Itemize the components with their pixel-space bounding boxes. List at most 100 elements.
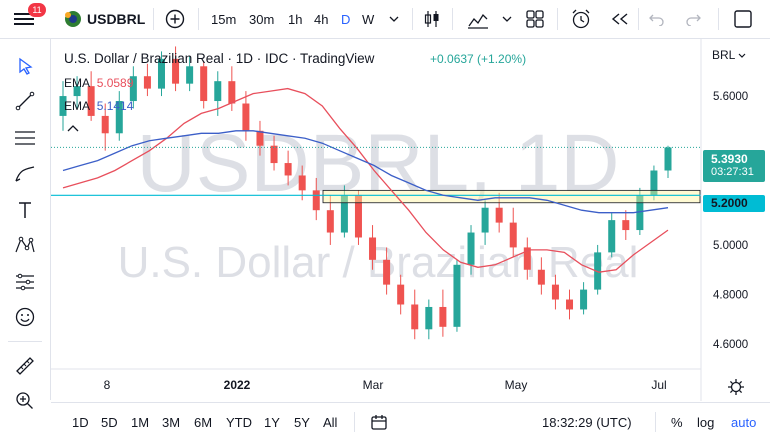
interval-d[interactable]: D [341,11,351,27]
range-5y[interactable]: 5Y [294,414,310,430]
ema-legend-2[interactable]: EMA 5.1414 [64,99,133,113]
date-range-icon[interactable] [370,403,388,441]
range-ytd[interactable]: YTD [226,414,252,430]
ema-2-value: 5.1414 [96,99,134,113]
candle [411,289,419,340]
price-axis[interactable]: 4.6000 4.8000 5.0000 5.6000 [713,91,748,351]
ema-1-label: EMA [64,76,90,90]
clock-time[interactable]: 18:32:29 (UTC) [542,414,632,430]
candle [523,237,531,280]
candle [143,63,151,97]
interval-1h[interactable]: 1h [288,11,303,27]
emoji-icon[interactable] [13,305,37,329]
range-1y[interactable]: 1Y [264,414,280,430]
undo-icon[interactable] [648,0,666,38]
y-tick-label: 4.8000 [713,290,748,302]
range-6m[interactable]: 6M [194,414,213,430]
log-toggle[interactable]: log [697,414,715,430]
chevron-down-icon[interactable] [502,0,512,38]
forecast-icon[interactable] [13,269,37,293]
x-tick-label: 2022 [224,378,251,392]
currency-selector[interactable]: BRL [712,48,746,62]
time-axis[interactable]: 8 2022 Mar May Jul [104,378,667,392]
ema-legend-1[interactable]: EMA 5.0589 [64,76,133,90]
candle [594,244,602,295]
price-chart[interactable]: USDBRL, 1D U.S. Dollar / Brazilian Real … [51,39,770,401]
candle [495,192,503,233]
cursor-icon[interactable] [13,54,37,78]
interval-4h[interactable]: 4h [314,11,329,27]
watermark-name: U.S. Dollar / Brazilian Real [118,238,639,287]
candle [326,195,334,245]
axis-settings-icon[interactable] [728,379,744,395]
y-tick-label: 5.6000 [713,91,748,103]
candle [467,225,475,275]
auto-toggle[interactable]: auto [731,414,757,430]
interval-15m[interactable]: 15m [211,11,237,27]
top-toolbar: 11 USDBRL 15m 30m 1h 4h D W [0,0,770,39]
candle [172,46,180,92]
y-tick-label: 4.6000 [713,339,748,351]
ruler-icon[interactable] [13,354,37,378]
candle [73,76,81,109]
symbol-flag-icon [64,0,82,38]
support-zone [322,189,701,204]
candle [186,56,194,92]
trend-line-icon[interactable] [13,89,37,113]
redo-icon[interactable] [684,0,702,38]
candle [664,145,672,178]
candle [129,66,137,109]
candle [157,51,165,97]
menu-icon[interactable] [14,0,34,38]
candles-layer [59,46,672,340]
collapse-legend-icon[interactable] [66,120,80,138]
range-all[interactable]: All [323,414,338,430]
zoom-in-icon[interactable] [13,389,37,413]
x-tick-label: 8 [104,378,111,392]
candle [425,299,433,340]
fullscreen-icon[interactable] [733,0,753,38]
text-tool-icon[interactable] [13,198,37,222]
fib-lines-icon[interactable] [13,126,37,150]
layout-grid-icon[interactable] [525,0,545,38]
candle [453,259,461,332]
currency-label: BRL [712,48,736,62]
candle [439,289,447,337]
drawing-toolbar [0,39,51,409]
symbol-search[interactable]: USDBRL [87,11,146,27]
candle [298,165,306,201]
range-1d[interactable]: 1D [72,414,89,430]
last-price-value: 5.3930 [711,152,748,166]
replay-icon[interactable] [610,0,630,38]
interval-w[interactable]: W [362,11,375,27]
candle [284,150,292,186]
candle [200,61,208,109]
range-1m[interactable]: 1M [131,414,150,430]
chevron-down-icon[interactable] [389,0,399,38]
alert-clock-icon[interactable] [570,0,592,38]
candles-icon[interactable] [423,0,441,38]
ema-2-label: EMA [64,99,90,113]
percent-toggle[interactable]: % [671,414,683,430]
chart-title: U.S. Dollar / Brazilian Real · 1D · IDC … [64,51,375,66]
indicators-icon[interactable] [467,0,489,38]
add-compare-icon[interactable] [165,0,185,38]
pattern-icon[interactable] [13,233,37,257]
interval-30m[interactable]: 30m [249,11,275,27]
chevron-down-icon [738,53,746,58]
candle [354,190,362,245]
candle [340,185,348,238]
candle [312,177,320,221]
candle [270,135,278,171]
y-tick-label: 5.0000 [713,240,748,252]
ema-slow-line [62,130,669,214]
candle [566,289,574,320]
candle [242,91,250,141]
range-3m[interactable]: 3M [162,414,181,430]
candle [383,247,391,295]
candle [256,120,264,156]
brush-icon[interactable] [13,162,37,186]
x-tick-label: May [505,378,528,392]
range-5d[interactable]: 5D [101,414,118,430]
candle [580,282,588,315]
